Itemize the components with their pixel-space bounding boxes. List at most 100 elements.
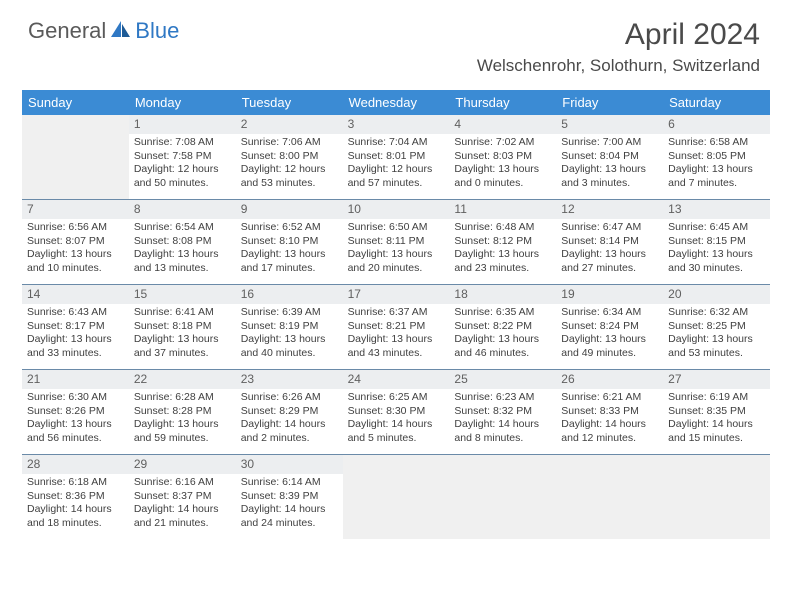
logo-text-general: General — [28, 18, 106, 44]
day-header-row: Sunday Monday Tuesday Wednesday Thursday… — [22, 90, 770, 115]
day2-text: and 10 minutes. — [27, 262, 124, 275]
day-cell: 22Sunrise: 6:28 AMSunset: 8:28 PMDayligh… — [129, 370, 236, 454]
day-number: 27 — [663, 370, 770, 389]
sunset-text: Sunset: 8:33 PM — [561, 405, 658, 418]
day-cell: 6Sunrise: 6:58 AMSunset: 8:05 PMDaylight… — [663, 115, 770, 199]
day-cell: 2Sunrise: 7:06 AMSunset: 8:00 PMDaylight… — [236, 115, 343, 199]
day-cell: 10Sunrise: 6:50 AMSunset: 8:11 PMDayligh… — [343, 200, 450, 284]
sunrise-text: Sunrise: 7:08 AM — [134, 136, 231, 149]
week-row: 28Sunrise: 6:18 AMSunset: 8:36 PMDayligh… — [22, 454, 770, 539]
day1-text: Daylight: 13 hours — [241, 333, 338, 346]
day1-text: Daylight: 13 hours — [668, 163, 765, 176]
day-cell: 23Sunrise: 6:26 AMSunset: 8:29 PMDayligh… — [236, 370, 343, 454]
day-cell: 29Sunrise: 6:16 AMSunset: 8:37 PMDayligh… — [129, 455, 236, 539]
sunrise-text: Sunrise: 6:16 AM — [134, 476, 231, 489]
day1-text: Daylight: 13 hours — [348, 248, 445, 261]
day1-text: Daylight: 14 hours — [668, 418, 765, 431]
day2-text: and 40 minutes. — [241, 347, 338, 360]
sunset-text: Sunset: 8:37 PM — [134, 490, 231, 503]
day-cell: 14Sunrise: 6:43 AMSunset: 8:17 PMDayligh… — [22, 285, 129, 369]
sunset-text: Sunset: 8:14 PM — [561, 235, 658, 248]
sunset-text: Sunset: 8:12 PM — [454, 235, 551, 248]
sunset-text: Sunset: 8:15 PM — [668, 235, 765, 248]
logo-sail-icon — [110, 19, 132, 44]
sunset-text: Sunset: 8:11 PM — [348, 235, 445, 248]
day1-text: Daylight: 14 hours — [561, 418, 658, 431]
weeks-container: 1Sunrise: 7:08 AMSunset: 7:58 PMDaylight… — [22, 115, 770, 539]
day1-text: Daylight: 14 hours — [454, 418, 551, 431]
day1-text: Daylight: 13 hours — [561, 333, 658, 346]
sunrise-text: Sunrise: 7:06 AM — [241, 136, 338, 149]
day1-text: Daylight: 12 hours — [348, 163, 445, 176]
day1-text: Daylight: 13 hours — [454, 163, 551, 176]
title-block: April 2024 Welschenrohr, Solothurn, Swit… — [477, 18, 760, 76]
day2-text: and 24 minutes. — [241, 517, 338, 530]
day-number: 28 — [22, 455, 129, 474]
day1-text: Daylight: 13 hours — [561, 248, 658, 261]
day-cell: 30Sunrise: 6:14 AMSunset: 8:39 PMDayligh… — [236, 455, 343, 539]
day-number: 26 — [556, 370, 663, 389]
day2-text: and 8 minutes. — [454, 432, 551, 445]
day-number: 23 — [236, 370, 343, 389]
day1-text: Daylight: 13 hours — [134, 333, 231, 346]
day-cell: 24Sunrise: 6:25 AMSunset: 8:30 PMDayligh… — [343, 370, 450, 454]
sunrise-text: Sunrise: 6:45 AM — [668, 221, 765, 234]
day2-text: and 13 minutes. — [134, 262, 231, 275]
sunset-text: Sunset: 8:03 PM — [454, 150, 551, 163]
day2-text: and 17 minutes. — [241, 262, 338, 275]
day-cell: 18Sunrise: 6:35 AMSunset: 8:22 PMDayligh… — [449, 285, 556, 369]
day-header: Monday — [129, 90, 236, 115]
day1-text: Daylight: 13 hours — [454, 248, 551, 261]
day-cell: 11Sunrise: 6:48 AMSunset: 8:12 PMDayligh… — [449, 200, 556, 284]
day2-text: and 57 minutes. — [348, 177, 445, 190]
day-header: Sunday — [22, 90, 129, 115]
day1-text: Daylight: 13 hours — [454, 333, 551, 346]
empty-cell — [343, 455, 450, 539]
sunset-text: Sunset: 8:19 PM — [241, 320, 338, 333]
day-number: 10 — [343, 200, 450, 219]
sunrise-text: Sunrise: 6:41 AM — [134, 306, 231, 319]
day-cell: 16Sunrise: 6:39 AMSunset: 8:19 PMDayligh… — [236, 285, 343, 369]
sunrise-text: Sunrise: 6:26 AM — [241, 391, 338, 404]
day1-text: Daylight: 13 hours — [668, 248, 765, 261]
day1-text: Daylight: 13 hours — [27, 418, 124, 431]
sunrise-text: Sunrise: 6:18 AM — [27, 476, 124, 489]
sunrise-text: Sunrise: 6:39 AM — [241, 306, 338, 319]
sunrise-text: Sunrise: 6:32 AM — [668, 306, 765, 319]
sunset-text: Sunset: 8:30 PM — [348, 405, 445, 418]
day-number: 1 — [129, 115, 236, 134]
day1-text: Daylight: 13 hours — [561, 163, 658, 176]
sunrise-text: Sunrise: 6:28 AM — [134, 391, 231, 404]
sunset-text: Sunset: 8:29 PM — [241, 405, 338, 418]
day-header: Saturday — [663, 90, 770, 115]
week-row: 7Sunrise: 6:56 AMSunset: 8:07 PMDaylight… — [22, 199, 770, 284]
day-cell: 1Sunrise: 7:08 AMSunset: 7:58 PMDaylight… — [129, 115, 236, 199]
day2-text: and 20 minutes. — [348, 262, 445, 275]
empty-cell — [449, 455, 556, 539]
day-cell: 12Sunrise: 6:47 AMSunset: 8:14 PMDayligh… — [556, 200, 663, 284]
day2-text: and 37 minutes. — [134, 347, 231, 360]
day-number: 18 — [449, 285, 556, 304]
day-cell: 19Sunrise: 6:34 AMSunset: 8:24 PMDayligh… — [556, 285, 663, 369]
day2-text: and 23 minutes. — [454, 262, 551, 275]
day2-text: and 49 minutes. — [561, 347, 658, 360]
day1-text: Daylight: 13 hours — [241, 248, 338, 261]
day1-text: Daylight: 12 hours — [134, 163, 231, 176]
day-header: Friday — [556, 90, 663, 115]
day-number: 4 — [449, 115, 556, 134]
day1-text: Daylight: 14 hours — [134, 503, 231, 516]
sunrise-text: Sunrise: 6:52 AM — [241, 221, 338, 234]
sunrise-text: Sunrise: 6:14 AM — [241, 476, 338, 489]
sunrise-text: Sunrise: 7:00 AM — [561, 136, 658, 149]
day-number: 2 — [236, 115, 343, 134]
day-number: 15 — [129, 285, 236, 304]
day1-text: Daylight: 13 hours — [668, 333, 765, 346]
day-cell: 25Sunrise: 6:23 AMSunset: 8:32 PMDayligh… — [449, 370, 556, 454]
day-number: 3 — [343, 115, 450, 134]
day-number: 30 — [236, 455, 343, 474]
sunrise-text: Sunrise: 6:48 AM — [454, 221, 551, 234]
calendar: Sunday Monday Tuesday Wednesday Thursday… — [22, 90, 770, 539]
day-cell: 3Sunrise: 7:04 AMSunset: 8:01 PMDaylight… — [343, 115, 450, 199]
sunset-text: Sunset: 8:26 PM — [27, 405, 124, 418]
day-number: 5 — [556, 115, 663, 134]
